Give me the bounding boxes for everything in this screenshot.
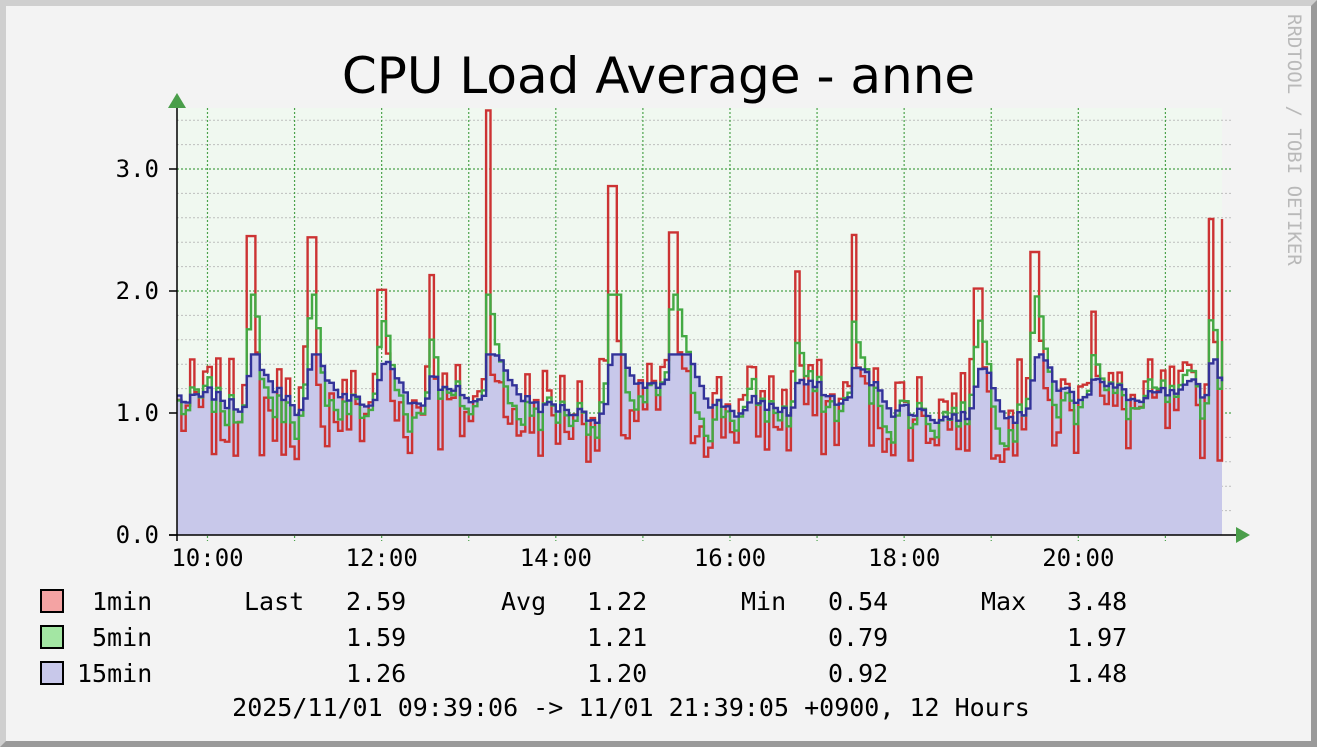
y-tick-label: 2.0 — [116, 277, 159, 305]
chart-title: CPU Load Average - anne — [341, 47, 976, 105]
legend-avg-value: 1.20 — [587, 659, 648, 688]
y-axis-arrow — [168, 93, 186, 108]
legend-max-value: 1.97 — [1067, 623, 1128, 652]
x-tick-label: 10:00 — [171, 544, 243, 572]
legend-swatch-5min — [40, 625, 64, 649]
legend-max-value: 3.48 — [1067, 587, 1128, 616]
series-line-1min — [177, 109, 1224, 463]
x-tick-label: 12:00 — [346, 544, 418, 572]
time-range-footer: 2025/11/01 09:39:06 -> 11/01 21:39:05 +0… — [232, 693, 1030, 722]
y-tick-label: 1.0 — [116, 399, 159, 427]
axes — [168, 93, 1250, 543]
x-tick-label: 18:00 — [868, 544, 940, 572]
legend-last-value: 2.59 — [346, 587, 407, 616]
legend-swatch-15min — [40, 661, 64, 685]
legend-avg-value: 1.21 — [587, 623, 648, 652]
legend-min-value: 0.92 — [828, 659, 889, 688]
legend-last-label: Last — [244, 587, 305, 616]
legend-min-value: 0.54 — [828, 587, 889, 616]
legend-last-value: 1.26 — [346, 659, 407, 688]
legend-avg-value: 1.22 — [587, 587, 648, 616]
legend-avg-label: Avg — [501, 587, 547, 616]
x-tick-label: 20:00 — [1042, 544, 1114, 572]
legend-last-value: 1.59 — [346, 623, 407, 652]
x-tick-label: 16:00 — [694, 544, 766, 572]
series-lines — [177, 109, 1224, 463]
legend-name: 15min — [77, 659, 153, 688]
tick-labels: 0.0 1.0 2.0 3.0 10:00 12:00 14:00 16:00 18:00 20:… — [116, 155, 1115, 572]
legend-max-value: 1.48 — [1067, 659, 1128, 688]
legend-swatch-1min — [40, 589, 64, 613]
x-tick-label: 14:00 — [520, 544, 592, 572]
legend-name: 5min — [92, 623, 153, 652]
y-tick-label: 3.0 — [116, 155, 159, 183]
watermark: RRDTOOL / TOBI OETIKER — [1283, 14, 1305, 266]
series-line-15min — [177, 353, 1224, 424]
legend-max-label: Max — [981, 587, 1027, 616]
y-tick-label: 0.0 — [116, 521, 159, 549]
x-axis-arrow — [1236, 527, 1250, 543]
legend-name: 1min — [92, 587, 153, 616]
legend-min-label: Min — [741, 587, 787, 616]
legend-min-value: 0.79 — [828, 623, 889, 652]
